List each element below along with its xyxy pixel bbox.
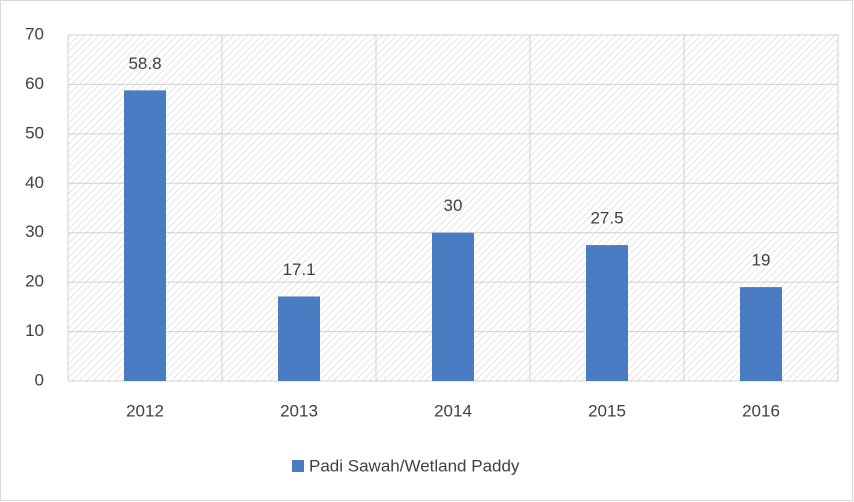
bar bbox=[740, 287, 782, 381]
data-label: 58.8 bbox=[128, 54, 161, 73]
y-tick-label: 10 bbox=[25, 321, 44, 340]
y-tick-label: 70 bbox=[25, 24, 44, 43]
y-tick-label: 20 bbox=[25, 272, 44, 291]
y-tick-label: 30 bbox=[25, 222, 44, 241]
y-tick-label: 40 bbox=[25, 173, 44, 192]
bar bbox=[124, 90, 166, 382]
bar bbox=[586, 245, 628, 381]
data-label: 17.1 bbox=[282, 260, 315, 279]
legend-swatch bbox=[292, 460, 304, 472]
y-tick-label: 50 bbox=[25, 123, 44, 142]
x-tick-label: 2016 bbox=[742, 401, 780, 420]
bar bbox=[278, 296, 320, 381]
bar bbox=[432, 232, 474, 381]
data-label: 27.5 bbox=[590, 209, 623, 228]
y-tick-label: 0 bbox=[35, 370, 44, 389]
x-tick-label: 2014 bbox=[434, 401, 472, 420]
legend-label: Padi Sawah/Wetland Paddy bbox=[309, 456, 520, 475]
x-tick-label: 2015 bbox=[588, 401, 626, 420]
x-tick-label: 2012 bbox=[126, 401, 164, 420]
y-tick-label: 60 bbox=[25, 74, 44, 93]
data-label: 30 bbox=[444, 196, 463, 215]
data-label: 19 bbox=[752, 251, 771, 270]
x-tick-label: 2013 bbox=[280, 401, 318, 420]
